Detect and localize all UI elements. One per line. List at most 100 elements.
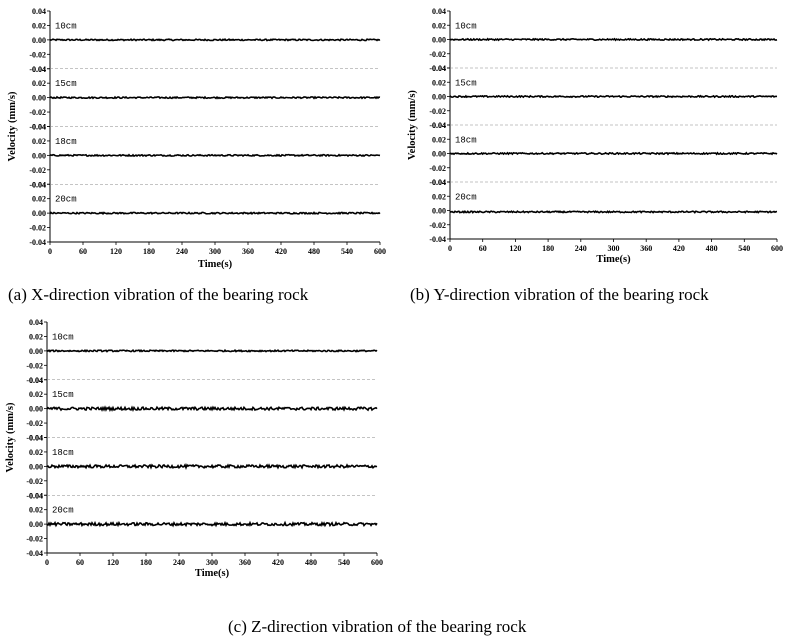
series-line-20cm xyxy=(49,211,381,216)
x-tick-label: 300 xyxy=(206,558,218,567)
y-tick-label: 0.00 xyxy=(29,405,43,414)
series-line-15cm xyxy=(49,95,381,100)
y-tick-label: 0.02 xyxy=(432,135,446,144)
series-line-18cm xyxy=(46,463,378,470)
y-tick-label: 0.04 xyxy=(32,65,46,74)
series-line-18cm xyxy=(49,153,381,158)
x-tick-label: 0 xyxy=(448,244,452,253)
y-tick-label: -0.02 xyxy=(26,419,43,428)
x-tick-label: 600 xyxy=(374,247,386,256)
depth-label: 10cm xyxy=(52,332,74,342)
x-axis-title: Time(s) xyxy=(596,254,631,265)
x-tick-label: 480 xyxy=(706,244,718,253)
y-tick-label: 0.00 xyxy=(32,209,46,218)
y-tick-label: -0.04 xyxy=(26,549,43,558)
x-tick-label: 480 xyxy=(308,247,320,256)
depth-label: 20cm xyxy=(455,192,477,202)
x-tick-label: 540 xyxy=(341,247,353,256)
x-tick-label: 540 xyxy=(738,244,750,253)
chart-a: 0.04 0.02 0.00 -0.02 -0.04 10cm 0.04 0.02 0.00 -0… xyxy=(7,7,386,270)
y-tick-label: -0.02 xyxy=(429,164,446,173)
subplot-10cm: 0.04 0.02 0.00 -0.02 -0.04 10cm xyxy=(29,7,381,74)
depth-label: 10cm xyxy=(55,21,77,31)
y-tick-label: 0.04 xyxy=(432,64,446,73)
y-tick-label: -0.02 xyxy=(29,108,46,117)
y-tick-label: 0.02 xyxy=(32,21,46,30)
y-tick-label: 0.00 xyxy=(432,207,446,216)
y-axis-title: Velocity (mm/s) xyxy=(407,90,418,160)
depth-label: 18cm xyxy=(52,448,74,458)
y-tick-label: 0.04 xyxy=(29,491,43,500)
y-tick-label: -0.04 xyxy=(26,376,43,385)
x-tick-label: 360 xyxy=(239,558,251,567)
y-tick-label: 0.00 xyxy=(432,93,446,102)
y-tick-label: -0.04 xyxy=(29,123,46,132)
x-tick-label: 120 xyxy=(110,247,122,256)
y-tick-label: -0.02 xyxy=(29,224,46,233)
series-line-10cm xyxy=(49,37,381,42)
y-tick-label: -0.04 xyxy=(26,491,43,500)
y-tick-label: 0.02 xyxy=(432,21,446,30)
series-line-10cm xyxy=(46,348,378,353)
y-tick-label: -0.02 xyxy=(26,477,43,486)
y-tick-label: 0.04 xyxy=(32,123,46,132)
y-tick-label: 0.04 xyxy=(32,7,46,16)
y-tick-label: 0.02 xyxy=(32,137,46,146)
subplot-20cm: 0.04 0.02 0.00 -0.02 -0.04 20cm xyxy=(29,180,381,247)
y-tick-label: -0.02 xyxy=(26,535,43,544)
y-tick-label: 0.04 xyxy=(29,376,43,385)
x-tick-label: 60 xyxy=(76,558,84,567)
x-axis-title: Time(s) xyxy=(195,568,230,579)
subplot-15cm: 0.04 0.02 0.00 -0.02 -0.04 15cm xyxy=(26,376,378,443)
y-tick-label: 0.04 xyxy=(432,121,446,130)
y-tick-label: 0.02 xyxy=(432,192,446,201)
x-tick-label: 360 xyxy=(640,244,652,253)
subplot-20cm: 0.04 0.02 0.00 -0.02 -0.04 20cm xyxy=(429,178,778,244)
y-tick-label: -0.04 xyxy=(29,65,46,74)
y-axis-title: Velocity (mm/s) xyxy=(7,91,18,161)
x-tick-label: 600 xyxy=(371,558,383,567)
depth-label: 10cm xyxy=(455,21,477,31)
y-tick-label: 0.00 xyxy=(29,520,43,529)
depth-label: 18cm xyxy=(55,137,77,147)
chart-c: 0.04 0.02 0.00 -0.02 -0.04 10cm 0.04 0.02 0.00 -0… xyxy=(5,318,383,579)
x-tick-label: 420 xyxy=(673,244,685,253)
y-tick-label: -0.02 xyxy=(29,50,46,59)
x-tick-label: 300 xyxy=(209,247,221,256)
x-tick-label: 480 xyxy=(305,558,317,567)
x-tick-label: 540 xyxy=(338,558,350,567)
depth-label: 20cm xyxy=(55,195,77,205)
y-tick-label: -0.02 xyxy=(29,166,46,175)
subplot-10cm: 0.04 0.02 0.00 -0.02 -0.04 10cm xyxy=(26,318,378,385)
x-tick-label: 0 xyxy=(48,247,52,256)
y-tick-label: -0.04 xyxy=(29,180,46,189)
y-tick-label: -0.02 xyxy=(429,221,446,230)
x-tick-label: 60 xyxy=(79,247,87,256)
caption-c: (c) Z-direction vibration of the bearing… xyxy=(228,617,527,636)
y-tick-label: 0.02 xyxy=(29,448,43,457)
y-tick-label: 0.04 xyxy=(432,7,446,16)
y-tick-label: 0.04 xyxy=(32,180,46,189)
y-tick-label: 0.00 xyxy=(29,462,43,471)
y-tick-label: -0.02 xyxy=(429,107,446,116)
y-tick-label: 0.02 xyxy=(32,195,46,204)
y-tick-label: 0.00 xyxy=(32,94,46,103)
y-tick-label: 0.00 xyxy=(432,150,446,159)
subplot-10cm: 0.04 0.02 0.00 -0.02 -0.04 10cm xyxy=(429,7,778,73)
series-line-18cm xyxy=(449,151,778,156)
x-tick-label: 180 xyxy=(140,558,152,567)
subplot-15cm: 0.04 0.02 0.00 -0.02 -0.04 15cm xyxy=(29,65,381,132)
depth-label: 15cm xyxy=(52,390,74,400)
x-tick-label: 240 xyxy=(575,244,587,253)
y-tick-label: 0.04 xyxy=(29,318,43,327)
series-line-20cm xyxy=(46,520,378,528)
x-tick-label: 240 xyxy=(176,247,188,256)
y-tick-label: 0.02 xyxy=(29,332,43,341)
x-tick-label: 60 xyxy=(479,244,487,253)
y-tick-label: -0.02 xyxy=(26,361,43,370)
depth-label: 18cm xyxy=(455,135,477,145)
y-tick-label: -0.04 xyxy=(429,178,446,187)
x-tick-label: 120 xyxy=(509,244,521,253)
y-tick-label: 0.04 xyxy=(29,434,43,443)
